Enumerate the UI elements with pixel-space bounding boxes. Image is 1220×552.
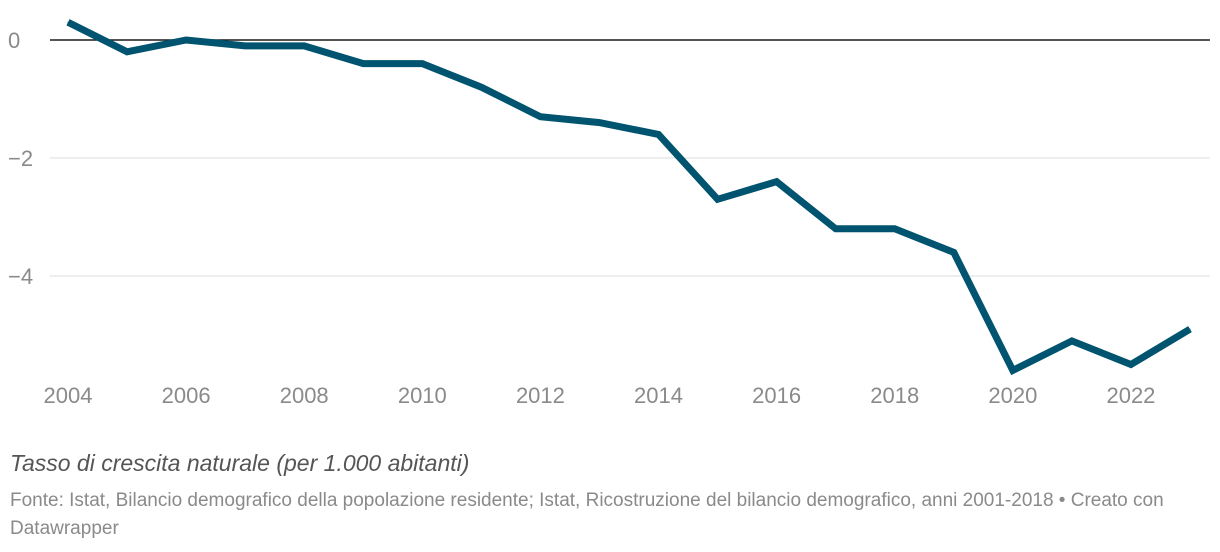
- y-axis-ticks: 0 −2 −4: [8, 28, 33, 289]
- data-point-2019: [953, 251, 955, 253]
- data-point-2005: [126, 51, 128, 53]
- data-point-2023: [1189, 328, 1191, 330]
- data-point-2020: [1012, 369, 1014, 371]
- x-tick-label-2022: 2022: [1106, 383, 1155, 408]
- x-tick-label-2006: 2006: [162, 383, 211, 408]
- series-line-0: [66, 19, 1192, 376]
- data-point-2009: [362, 63, 364, 65]
- chart-caption: Tasso di crescita naturale (per 1.000 ab…: [10, 450, 470, 476]
- x-tick-label-2020: 2020: [988, 383, 1037, 408]
- data-point-2010: [421, 63, 423, 65]
- data-point-2013: [598, 122, 600, 124]
- y-tick-label-2: −4: [8, 264, 33, 289]
- x-axis-ticks: 2004 2006 2008 2010 2012 2014 2016 2018 2020 2022: [44, 383, 1156, 408]
- series-group: [66, 19, 1192, 376]
- data-point-2012: [539, 116, 541, 118]
- data-point-2021: [1071, 340, 1073, 342]
- y-tick-label-1: −2: [8, 146, 33, 171]
- data-point-2014: [658, 133, 660, 135]
- y-tick-label-0: 0: [8, 28, 20, 53]
- data-point-2017: [835, 228, 837, 230]
- line-chart: 0−2−4 2004 2006 2008 2010 2012 2014 2016 2018 20…: [8, 19, 1210, 408]
- x-tick-label-2010: 2010: [398, 383, 447, 408]
- data-point-2018: [894, 228, 896, 230]
- data-point-2008: [303, 45, 305, 47]
- data-point-2022: [1130, 364, 1132, 365]
- data-point-2015: [717, 198, 719, 200]
- data-point-2007: [244, 45, 246, 47]
- x-tick-label-2008: 2008: [280, 383, 329, 408]
- chart-source: Fonte: Istat, Bilancio demografico della…: [10, 490, 1164, 539]
- data-point-2016: [776, 181, 778, 183]
- x-tick-label-2014: 2014: [634, 383, 683, 408]
- data-point-2006: [185, 39, 187, 41]
- grid-lines: [50, 39, 1210, 277]
- data-point-2004: [67, 21, 69, 23]
- data-point-2011: [480, 86, 482, 88]
- x-tick-label-2018: 2018: [870, 383, 919, 408]
- x-tick-label-2012: 2012: [516, 383, 565, 408]
- x-tick-label-2004: 2004: [44, 383, 93, 408]
- x-tick-label-2016: 2016: [752, 383, 801, 408]
